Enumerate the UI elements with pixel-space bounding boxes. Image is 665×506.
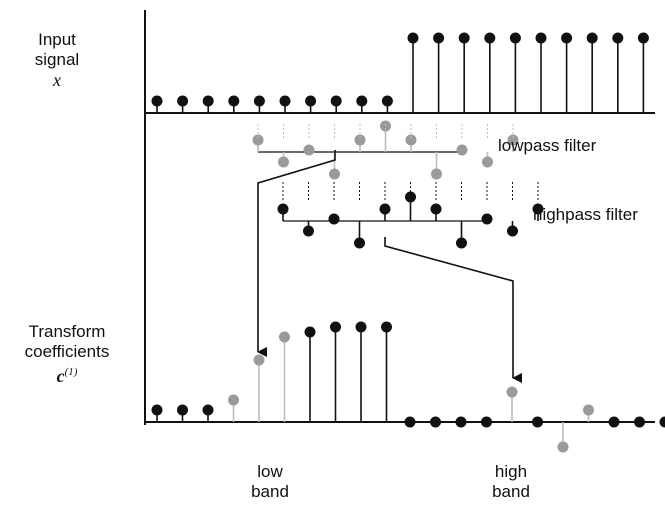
signal-sample-marker <box>484 32 496 44</box>
signal-sample-marker <box>586 32 598 44</box>
low-band-coefficient-marker <box>330 321 341 333</box>
high-band-coefficient-marker <box>583 404 594 416</box>
high-band-coefficient-marker <box>608 416 620 428</box>
low-band-coefficient-marker <box>253 354 265 366</box>
highpass-tap-marker <box>430 203 442 215</box>
signal-sample-marker <box>228 95 240 107</box>
signal-sample-marker <box>561 32 573 44</box>
signal-sample-marker <box>151 95 163 107</box>
lowpass-tap-marker <box>278 156 289 168</box>
signal-sample-marker <box>458 32 470 44</box>
signal-sample-marker <box>612 32 624 44</box>
lowpass-tap-marker <box>405 134 417 146</box>
highpass-filter-taps <box>277 182 544 249</box>
highpass-tap-marker <box>507 225 518 237</box>
signal-sample-marker <box>253 95 265 107</box>
low-band-coefficient-marker <box>279 331 290 343</box>
highpass-tap-marker <box>405 191 416 203</box>
lowpass-tap-marker <box>456 144 468 156</box>
lowpass-tap-marker <box>354 134 366 146</box>
lowpass-tap-marker <box>482 156 493 168</box>
lowpass-tap-marker <box>431 168 442 180</box>
lowpass-tap-marker <box>252 134 264 146</box>
low-band-coefficient-marker <box>151 404 163 416</box>
highpass-tap-marker <box>532 203 544 215</box>
low-band-label: low band <box>240 462 300 502</box>
highpass-tap-marker <box>277 203 289 215</box>
input-symbol: x <box>53 70 61 90</box>
signal-sample-marker <box>177 95 189 107</box>
low-band-line2: band <box>251 482 289 501</box>
transform-symbol-superscript: (1) <box>64 366 78 378</box>
transform-label-line2: coefficients <box>24 342 110 361</box>
high-band-line2: band <box>492 482 530 501</box>
high-band-coefficient-marker <box>455 416 467 428</box>
low-band-coefficient-marker <box>202 404 214 416</box>
highpass-filter-label: highpass filter <box>533 205 638 224</box>
highpass-tap-marker <box>303 225 314 237</box>
high-band-coefficient-marker <box>506 386 518 398</box>
input-signal-stems <box>151 32 649 113</box>
signal-sample-marker <box>535 32 547 44</box>
high-band-coefficient-marker <box>481 416 492 428</box>
transform-symbol: c(1) <box>2 362 132 386</box>
highpass-tap-marker <box>354 237 365 249</box>
high-band-coefficient-marker <box>557 441 569 453</box>
highpass-tap-marker <box>456 237 467 249</box>
highpass-tap-marker <box>379 203 391 215</box>
input-label-line2: signal <box>34 50 80 69</box>
low-band-coefficient-marker <box>304 326 316 338</box>
lowpass-filter-taps <box>252 120 519 180</box>
low-band-coefficient-marker <box>381 321 392 333</box>
high-band-label: high band <box>481 462 541 502</box>
lowpass-tap-marker <box>329 168 340 180</box>
low-band-coefficient-marker <box>177 404 188 416</box>
highpass-arrow <box>384 237 522 383</box>
lowpass-filter-label: lowpass filter <box>498 136 597 155</box>
high-band-line1: high <box>494 462 528 481</box>
high-band-coefficient-marker <box>634 416 645 428</box>
signal-sample-marker <box>381 95 393 107</box>
low-band-coefficient-marker <box>228 394 239 406</box>
signal-sample-marker <box>356 95 368 107</box>
transform-symbol-c: c <box>56 366 65 386</box>
signal-sample-marker <box>433 32 445 44</box>
signal-sample-marker <box>202 95 214 107</box>
signal-sample-marker <box>407 32 419 44</box>
transform-label-line1: Transform <box>28 322 106 341</box>
highpass-tap-marker <box>481 213 493 225</box>
transform-coefficient-stems <box>151 321 665 453</box>
highpass-tap-marker <box>328 213 340 225</box>
signal-sample-marker <box>509 32 521 44</box>
high-band-coefficient-marker <box>659 416 665 428</box>
low-band-line1: low <box>257 462 283 481</box>
input-signal-label: Input signal x <box>22 30 92 90</box>
high-band-coefficient-marker <box>430 416 441 428</box>
signal-sample-marker <box>637 32 649 44</box>
transform-coefficients-label: Transform coefficients c(1) <box>2 322 132 386</box>
low-band-coefficient-marker <box>355 321 367 333</box>
signal-sample-marker <box>305 95 317 107</box>
high-band-coefficient-marker <box>404 416 416 428</box>
signal-sample-marker <box>330 95 342 107</box>
lowpass-tap-marker <box>507 134 519 146</box>
lowpass-tap-marker <box>303 144 315 156</box>
axes-layer <box>144 10 655 425</box>
lowpass-arrow <box>257 150 336 357</box>
arrows-layer <box>257 150 522 383</box>
signal-sample-marker <box>279 95 291 107</box>
input-label-line1: Input <box>38 30 76 49</box>
high-band-coefficient-marker <box>532 416 543 428</box>
